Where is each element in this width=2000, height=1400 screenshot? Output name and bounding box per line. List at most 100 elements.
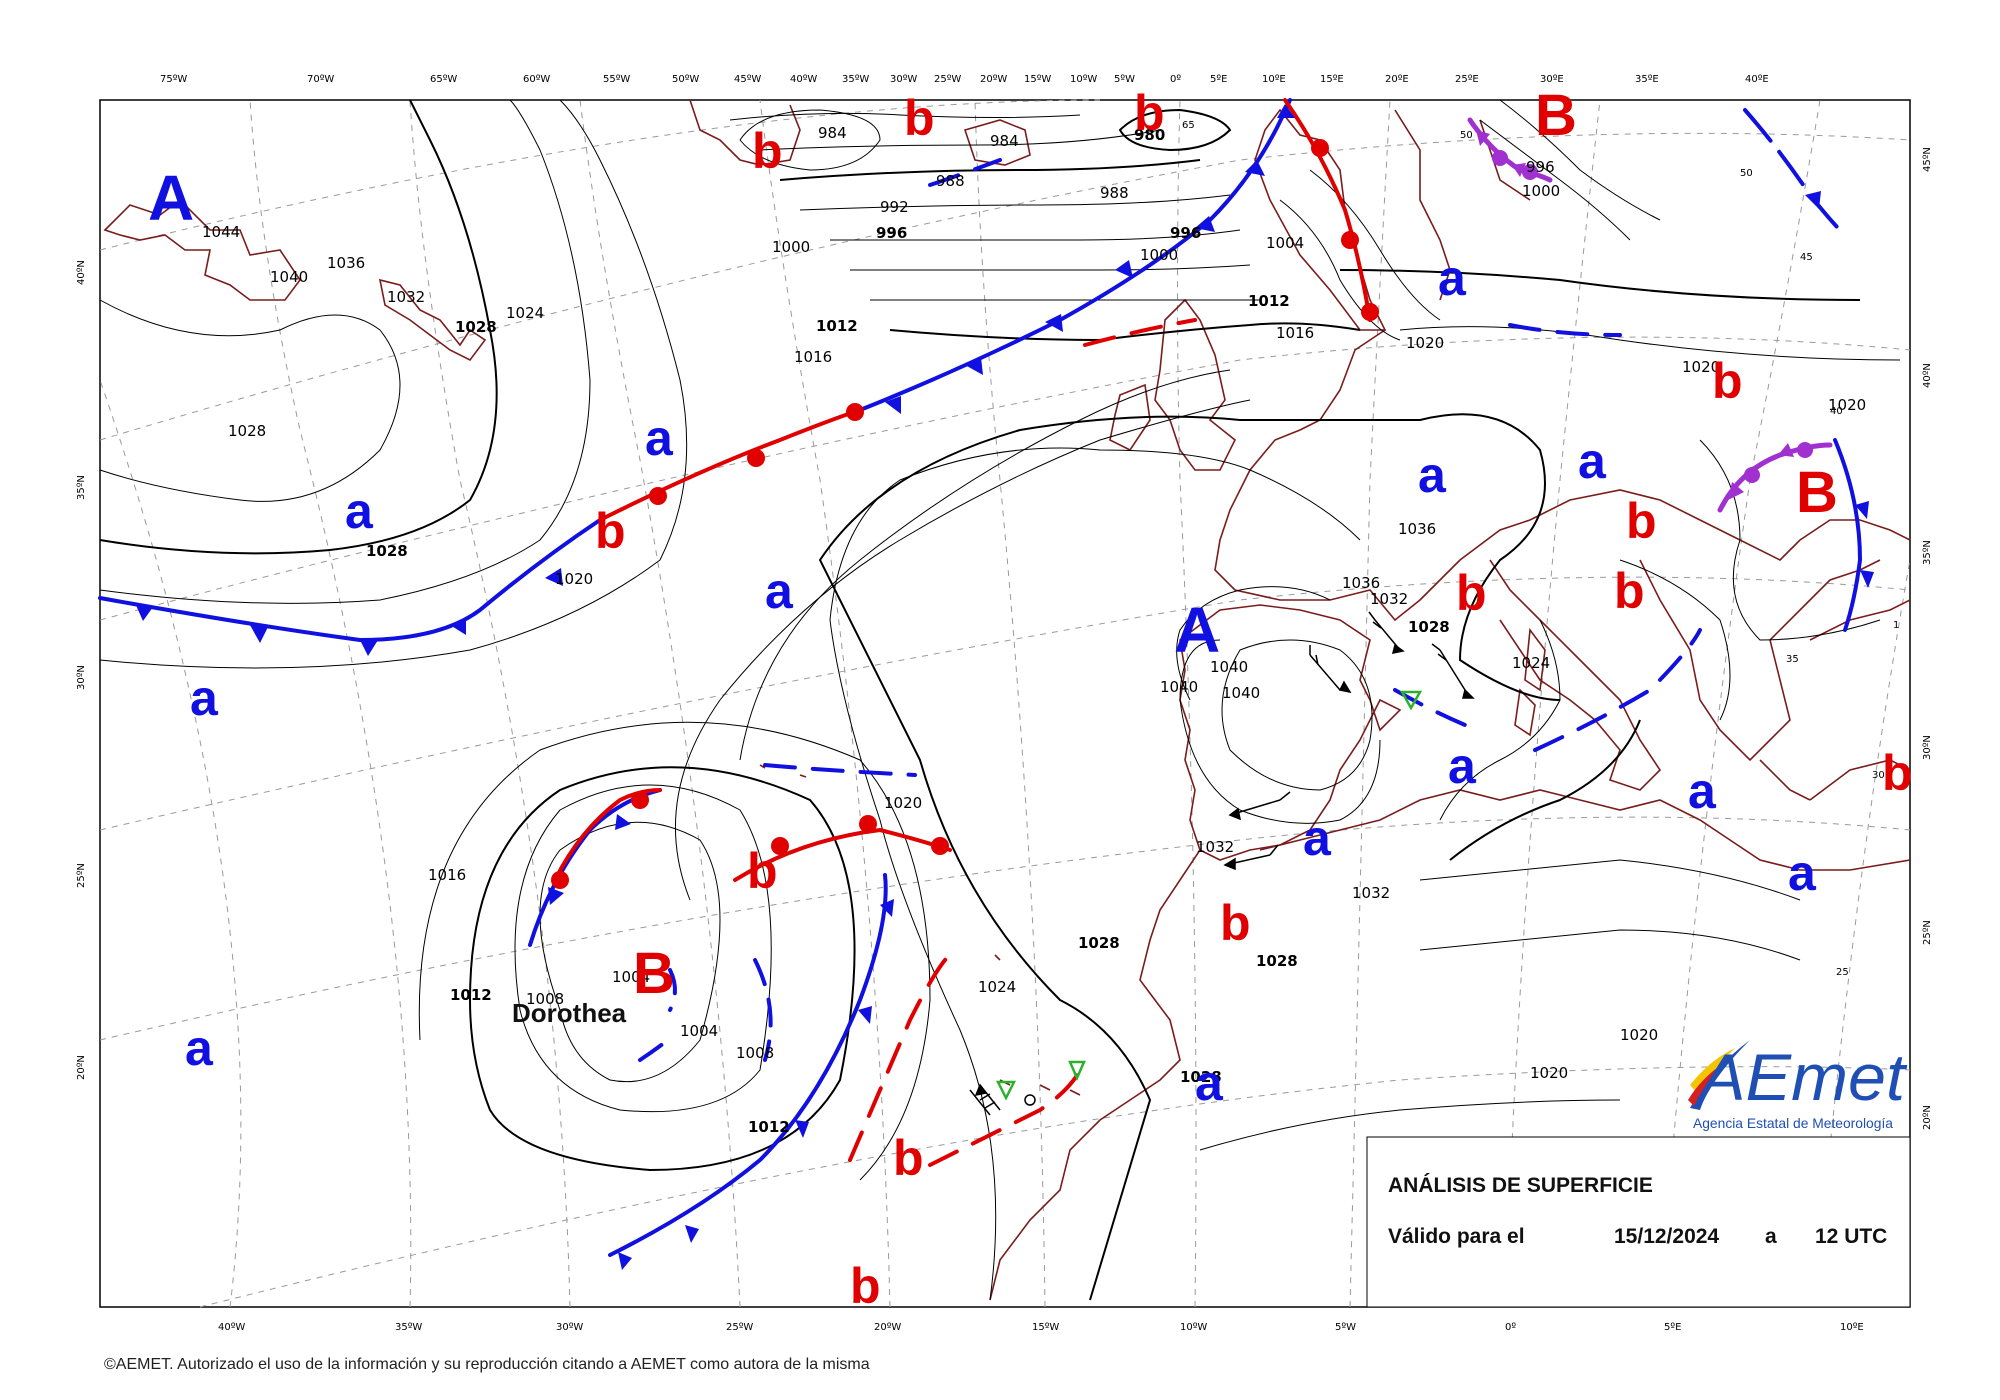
isobar-label: 1024 bbox=[506, 304, 544, 322]
isobar-label: 1016 bbox=[428, 866, 466, 884]
bottom-lon-label: 40ºW bbox=[218, 1322, 245, 1333]
high-centre-minor: a bbox=[190, 670, 219, 726]
isobar-label-bold: 1012 bbox=[450, 986, 492, 1004]
isobar-label: 1032 bbox=[387, 288, 425, 306]
isobar-label-bold: 1028 bbox=[1408, 618, 1450, 636]
warm-front-scandinavia bbox=[1283, 98, 1372, 322]
isobar-label: 1044 bbox=[202, 223, 240, 241]
top-lon-label: 35ºE bbox=[1635, 74, 1659, 85]
low-centre-major: B bbox=[633, 941, 675, 1006]
high-centre-minor: a bbox=[1303, 810, 1332, 866]
bottom-lon-label: 10ºW bbox=[1180, 1322, 1207, 1333]
graticule bbox=[99, 99, 1911, 1308]
left-lat-label: 20ºN bbox=[76, 1055, 87, 1080]
high-centre-minor: a bbox=[185, 1020, 214, 1076]
isobar-label: 1008 bbox=[526, 990, 564, 1008]
right-lat-label: 45ºN bbox=[1922, 147, 1933, 172]
top-lon-label: 40ºW bbox=[790, 74, 817, 85]
right-lat-label: 20ºN bbox=[1922, 1105, 1933, 1130]
top-lon-label: 40ºE bbox=[1745, 74, 1769, 85]
isobar-label: 1032 bbox=[1196, 838, 1234, 856]
isobar-label: 1020 bbox=[1406, 334, 1444, 352]
low-centre-minor: b bbox=[1614, 563, 1645, 619]
top-lon-label: 30ºW bbox=[890, 74, 917, 85]
top-lon-label: 15ºW bbox=[1024, 74, 1051, 85]
info-panel-box bbox=[1366, 1136, 1911, 1308]
low-centre-minor: b bbox=[747, 843, 778, 899]
bottom-longitude-labels: 40ºW 35ºW 30ºW 25ºW 20ºW 15ºW 10ºW 5ºW 0… bbox=[218, 1322, 1864, 1333]
left-lat-label: 25ºN bbox=[76, 863, 87, 888]
copyright-notice: ©AEMET. Autorizado el uso de la informac… bbox=[104, 1356, 870, 1373]
bottom-lon-label: 20ºW bbox=[874, 1322, 901, 1333]
top-lon-label: 55ºW bbox=[603, 74, 630, 85]
high-centre-minor: a bbox=[645, 410, 674, 466]
high-centre-minor: a bbox=[1195, 1055, 1224, 1111]
storm-name-label: Dorothea bbox=[512, 998, 627, 1028]
left-lat-label: 35ºN bbox=[76, 475, 87, 500]
warm-front-semicircles bbox=[551, 139, 1379, 889]
low-centre-minor: b bbox=[904, 90, 935, 146]
isobar-label: 1000 bbox=[1140, 246, 1178, 264]
trough-blue-8 bbox=[1533, 628, 1702, 752]
trough-red-1 bbox=[848, 948, 957, 1162]
isobar-label: 1040 bbox=[1222, 684, 1260, 702]
logo-swoosh-red bbox=[1688, 1064, 1722, 1106]
top-lon-label: 20ºW bbox=[980, 74, 1007, 85]
isobar-label-bold: 996 bbox=[1170, 224, 1201, 242]
isobar-label: 1004 bbox=[1266, 234, 1304, 252]
low-centre-major: B bbox=[1796, 460, 1838, 525]
low-centre-minor: b bbox=[595, 503, 626, 559]
isobar-label: 1016 bbox=[794, 348, 832, 366]
isobar-label-bold: 1012 bbox=[748, 1118, 790, 1136]
high-centre-major: A bbox=[148, 162, 194, 234]
isobar-label-bold: 980 bbox=[1134, 126, 1165, 144]
isobar-label-bold: 1012 bbox=[1248, 292, 1290, 310]
isobar-label: 1020 bbox=[884, 794, 922, 812]
isobar-label: 988 bbox=[1100, 184, 1129, 202]
top-longitude-labels: 75ºW 70ºW 65ºW 60ºW 55ºW 50ºW 45ºW 40ºW … bbox=[160, 74, 1769, 85]
isobar-label: 984 bbox=[818, 124, 847, 142]
grid-label: 50 bbox=[1740, 168, 1753, 179]
isobar-label: 1024 bbox=[978, 978, 1016, 996]
high-centre-minor: a bbox=[1578, 433, 1607, 489]
isobar-label: 1020 bbox=[1828, 396, 1866, 414]
top-lon-label: 5ºE bbox=[1210, 74, 1227, 85]
top-lon-label: 25ºW bbox=[934, 74, 961, 85]
low-centre-minor: b bbox=[850, 1258, 881, 1314]
bottom-lon-label: 15ºW bbox=[1032, 1322, 1059, 1333]
top-lon-label: 50ºW bbox=[672, 74, 699, 85]
low-centre-minor: b bbox=[1882, 745, 1913, 801]
right-lat-label: 35ºN bbox=[1922, 540, 1933, 565]
logo-mark: AEmet bbox=[1696, 1040, 1908, 1114]
top-lon-label: 5ºW bbox=[1114, 74, 1135, 85]
warm-front-dorothea-west bbox=[553, 788, 662, 882]
grid-degree-labels: 65 50 45 40 35 30 25 50 1 bbox=[1182, 120, 1899, 978]
isobar-label: 1016 bbox=[1276, 324, 1314, 342]
isobar-label: 1032 bbox=[1352, 884, 1390, 902]
isobar-label: 1040 bbox=[1210, 658, 1248, 676]
isobar-labels-bold: 1028 1028 1012 996 996 980 1012 1028 102… bbox=[366, 126, 1450, 1136]
right-lat-label: 25ºN bbox=[1922, 920, 1933, 945]
isobar-label: 1004 bbox=[612, 968, 650, 986]
trough-blue-1 bbox=[763, 763, 917, 777]
low-centre-minor: b bbox=[1456, 565, 1487, 621]
panel-valid-date: 15/12/2024 bbox=[1614, 1225, 1719, 1248]
trough-blue-5 bbox=[928, 158, 1002, 187]
isobar-label: 1000 bbox=[772, 238, 810, 256]
grid-label: 40 bbox=[1830, 406, 1843, 417]
low-centre-minor: b bbox=[893, 1130, 924, 1186]
isobar-label: 1024 bbox=[1512, 654, 1550, 672]
top-lon-label: 45ºW bbox=[734, 74, 761, 85]
trough-blue-3 bbox=[753, 958, 773, 1062]
bottom-lon-label: 25ºW bbox=[726, 1322, 753, 1333]
grid-label: 45 bbox=[1800, 252, 1813, 263]
bottom-lon-label: 35ºW bbox=[395, 1322, 422, 1333]
top-lon-label: 10ºW bbox=[1070, 74, 1097, 85]
top-lon-label: 65ºW bbox=[430, 74, 457, 85]
low-centre-minor: b bbox=[1134, 85, 1165, 141]
left-lat-label: 40ºN bbox=[76, 260, 87, 285]
right-lat-label: 40ºN bbox=[1922, 363, 1933, 388]
top-lon-label: 75ºW bbox=[160, 74, 187, 85]
left-lat-label: 30ºN bbox=[76, 665, 87, 690]
